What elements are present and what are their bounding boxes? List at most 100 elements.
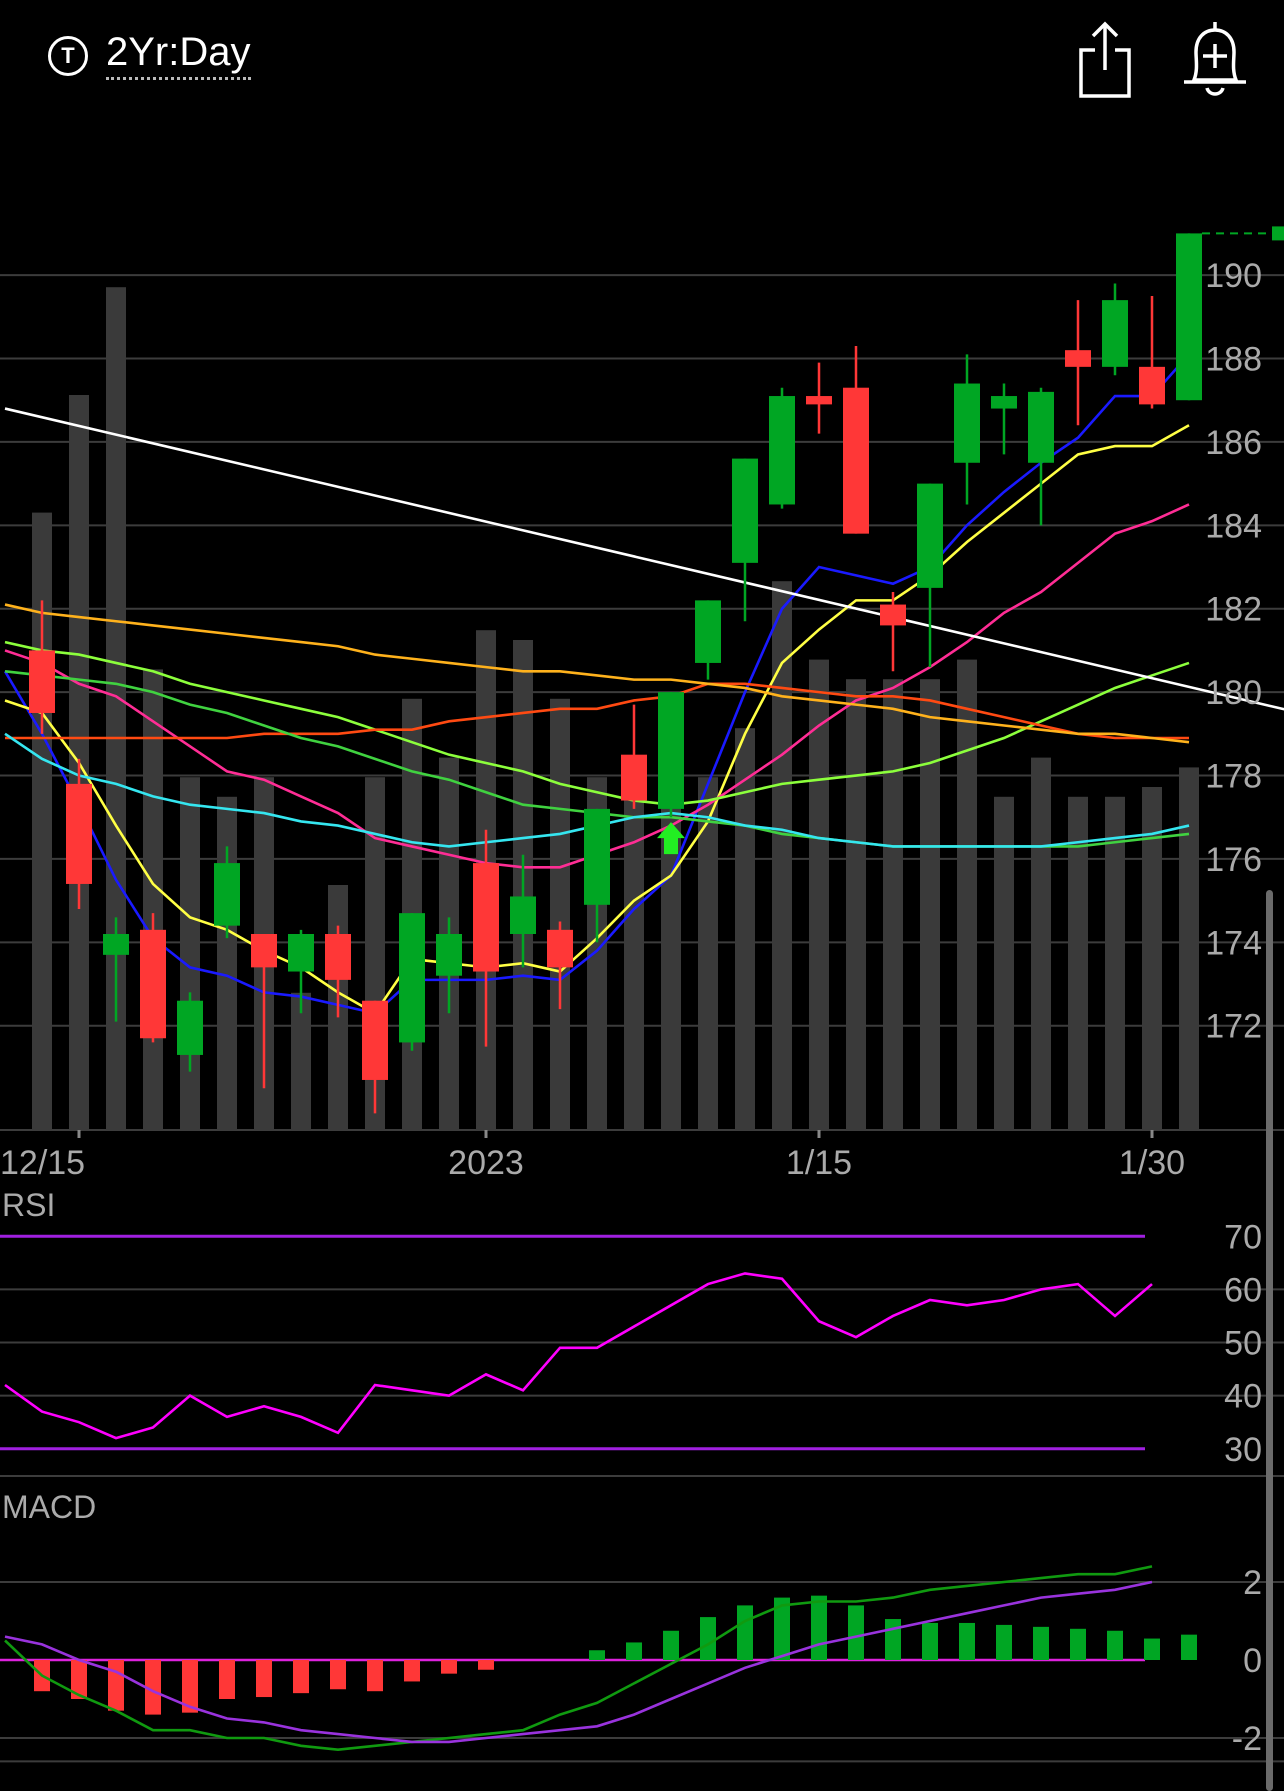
price-tick-label: 172 [1205,1008,1262,1046]
candle[interactable] [1139,295,1165,409]
moving-average-line[interactable] [4,603,1190,744]
candle-body [177,1000,203,1055]
moving-average-line[interactable] [3,353,1190,1015]
candle[interactable] [1065,300,1091,426]
candle[interactable] [880,592,906,672]
trendline[interactable] [4,407,1284,713]
share-icon [1079,21,1131,98]
candle[interactable] [510,854,536,968]
candle[interactable] [1028,387,1054,526]
macd-histogram-bar [885,1619,901,1660]
macd-histogram-bar [330,1660,346,1690]
volume-bar [1031,757,1051,1130]
candle-body [806,396,832,405]
candle[interactable] [362,1000,388,1114]
candle[interactable] [251,934,277,1089]
candle[interactable] [584,808,610,943]
candle-body [399,913,425,1043]
candle[interactable] [66,758,92,909]
price-tick-label: 190 [1205,257,1262,295]
macd-tick-label: -2 [1232,1720,1262,1758]
candle[interactable] [843,346,869,534]
candle[interactable] [695,600,721,680]
candle-body [288,934,314,972]
candle[interactable] [621,704,647,809]
volume-bar [772,581,792,1130]
candle-body [473,863,499,972]
last-price-marker[interactable] [1272,226,1284,241]
candle-body [732,458,758,563]
candle-body [325,934,351,980]
candle-body [880,604,906,626]
candle[interactable] [103,917,129,1022]
macd-histogram-bar [922,1622,938,1660]
candle-body [510,896,536,934]
candle[interactable] [29,600,55,734]
candle[interactable] [954,354,980,505]
candle[interactable] [436,917,462,1014]
macd-histogram-bar [404,1660,420,1682]
candle-body [251,934,277,968]
price-tick-label: 180 [1205,674,1262,712]
macd-histogram-bar [700,1617,716,1660]
candle[interactable] [473,829,499,1047]
buy-signal-arrow [657,822,685,855]
macd-histogram-bar [663,1630,679,1660]
date-tick-label: 2023 [448,1144,524,1182]
rsi-title: RSI [2,1187,55,1223]
candle-body [1028,391,1054,463]
moving-average-line[interactable] [4,640,1190,807]
candle[interactable] [325,925,351,1018]
timeframe-selector[interactable]: 2Yr:Day [106,30,251,80]
candle-body [1065,350,1091,367]
macd-histogram-bar [219,1660,235,1699]
moving-average-line[interactable] [5,682,1189,740]
candle[interactable] [140,913,166,1043]
bell-plus-icon [1184,22,1246,96]
candle-body [362,1000,388,1080]
macd-histogram-bar [1144,1638,1160,1660]
macd-line[interactable] [4,1565,1153,1752]
candle[interactable] [732,458,758,622]
date-tick-label: 1/30 [1119,1144,1185,1182]
candle[interactable] [1176,233,1202,401]
macd-signal-line[interactable] [4,1580,1153,1744]
macd-histogram-bar [1181,1634,1197,1660]
candle[interactable] [399,913,425,1051]
rsi-tick-label: 50 [1224,1325,1262,1363]
macd-histogram-bar [589,1650,605,1660]
macd-histogram-bar [478,1660,494,1670]
candle[interactable] [1102,283,1128,376]
macd-histogram-bar [182,1660,198,1713]
macd-histogram-bar [108,1660,124,1711]
candle[interactable] [214,846,240,939]
candle[interactable] [769,387,795,509]
candle[interactable] [547,921,573,1010]
macd-histogram-bar [256,1660,272,1698]
price-tick-label: 176 [1205,841,1262,879]
price-tick-label: 178 [1205,758,1262,796]
macd-histogram-bar [737,1605,753,1660]
candle-body [214,863,240,926]
share-button[interactable] [1075,18,1135,100]
vertical-scrollbar[interactable] [1266,890,1273,1791]
rsi-line[interactable] [4,1272,1153,1440]
candle[interactable] [991,383,1017,455]
candle-body [547,929,573,968]
candle[interactable] [917,483,943,668]
alert-button[interactable] [1180,18,1250,100]
macd-histogram-bar [71,1660,87,1699]
volume-bar [920,679,940,1130]
volume-bar [994,796,1014,1130]
volume-bar [1179,767,1199,1130]
macd-histogram-bar [293,1660,309,1694]
candle[interactable] [658,692,684,818]
candle[interactable] [177,992,203,1072]
candle[interactable] [806,362,832,434]
macd-histogram-bar [811,1595,827,1660]
price-tick-label: 174 [1205,924,1262,962]
macd-histogram-bar [145,1660,161,1715]
candle-body [584,808,610,905]
candle[interactable] [288,929,314,1014]
